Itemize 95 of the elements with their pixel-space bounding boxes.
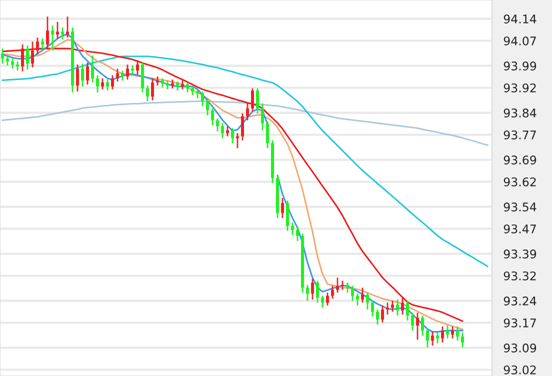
candlestick <box>331 285 334 300</box>
candlestick <box>396 298 399 316</box>
candlestick <box>66 16 69 38</box>
candlestick <box>116 68 119 82</box>
candlestick <box>451 326 454 340</box>
y-tick-label: 93.99 <box>504 62 536 70</box>
candlestick <box>61 26 64 40</box>
candlestick <box>356 292 359 306</box>
candlestick <box>456 326 459 342</box>
candlestick <box>106 78 109 92</box>
candlestick <box>216 118 219 132</box>
candlestick <box>376 308 379 326</box>
candlestick <box>121 70 124 82</box>
candlestick <box>1 48 4 64</box>
candlestick <box>351 285 354 302</box>
candlestick <box>196 88 199 100</box>
candlestick <box>221 122 224 139</box>
candlestick <box>336 276 339 294</box>
candlestick <box>366 292 369 310</box>
candlestick <box>16 60 19 72</box>
candlestick <box>386 302 389 316</box>
candlestick <box>266 120 269 149</box>
candlestick <box>286 200 289 232</box>
y-tick-label: 93.02 <box>504 365 536 374</box>
candlestick <box>281 197 284 219</box>
candlestick <box>411 312 414 332</box>
y-tick-label: 94.14 <box>504 14 536 24</box>
y-tick-label: 93.69 <box>504 156 536 164</box>
candlestick <box>421 314 424 336</box>
line-series <box>2 56 488 268</box>
candlestick <box>311 278 314 300</box>
candlestick <box>101 78 104 90</box>
candlestick <box>246 102 249 122</box>
y-tick-label: 94.07 <box>504 36 536 46</box>
candlestick <box>86 62 89 86</box>
y-tick-label: 93.17 <box>504 318 536 328</box>
candlestick <box>291 222 294 236</box>
candlestick <box>391 300 394 312</box>
candlestick <box>251 88 254 112</box>
candlestick <box>426 328 429 348</box>
candlestick <box>131 64 134 76</box>
y-tick-label: 93.39 <box>504 250 536 258</box>
candlestick <box>326 292 329 306</box>
candlestick <box>461 332 464 348</box>
candlestick <box>241 112 244 142</box>
candlestick <box>11 58 14 70</box>
candlestick <box>371 300 374 318</box>
candlestick <box>176 80 179 92</box>
candlestick <box>341 280 344 291</box>
candlestick <box>186 82 189 94</box>
y-tick-label: 93.47 <box>504 224 536 234</box>
y-tick-label: 93.62 <box>504 177 536 186</box>
candlestick <box>156 76 159 86</box>
y-tick-label: 93.24 <box>504 296 536 306</box>
candlestick <box>76 64 79 92</box>
candlestick <box>126 64 129 80</box>
y-tick-label: 93.77 <box>504 130 536 140</box>
candlestick <box>96 74 99 94</box>
candlestick <box>306 284 309 302</box>
y-tick-label: 93.54 <box>504 202 536 212</box>
candlestick <box>136 60 139 76</box>
candlestick <box>436 332 439 344</box>
candlestick <box>441 326 444 344</box>
candlestick <box>206 98 209 116</box>
candlestick <box>56 21 59 40</box>
y-tick-label: 93.84 <box>504 108 536 118</box>
candlestick <box>6 54 9 66</box>
y-tick-label: 93.32 <box>504 271 536 280</box>
candlestick <box>256 88 259 114</box>
candlestick <box>446 324 449 340</box>
candlestick <box>151 78 154 101</box>
candlestick <box>51 25 54 52</box>
candlestick <box>146 84 149 102</box>
candlestick <box>41 38 44 50</box>
candlestick <box>81 62 84 88</box>
candlestick <box>26 44 29 70</box>
candlestick <box>431 330 434 346</box>
candlestick <box>321 295 324 308</box>
candlestick <box>406 300 409 322</box>
candlestick <box>111 74 114 90</box>
candlestick <box>161 78 164 88</box>
candlestick <box>211 108 214 126</box>
candlestick <box>141 62 144 94</box>
y-tick-label: 93.92 <box>504 83 536 92</box>
candlestick <box>231 127 234 144</box>
candlestick <box>91 54 94 84</box>
candlestick <box>261 102 264 132</box>
candlestick <box>381 304 384 324</box>
candlestick <box>361 286 364 304</box>
candlestick <box>201 90 204 107</box>
candlestick <box>296 225 299 242</box>
candlestick <box>416 312 419 340</box>
candlestick <box>401 296 404 316</box>
candlestick <box>316 280 319 304</box>
y-tick-label: 93.09 <box>504 344 536 352</box>
